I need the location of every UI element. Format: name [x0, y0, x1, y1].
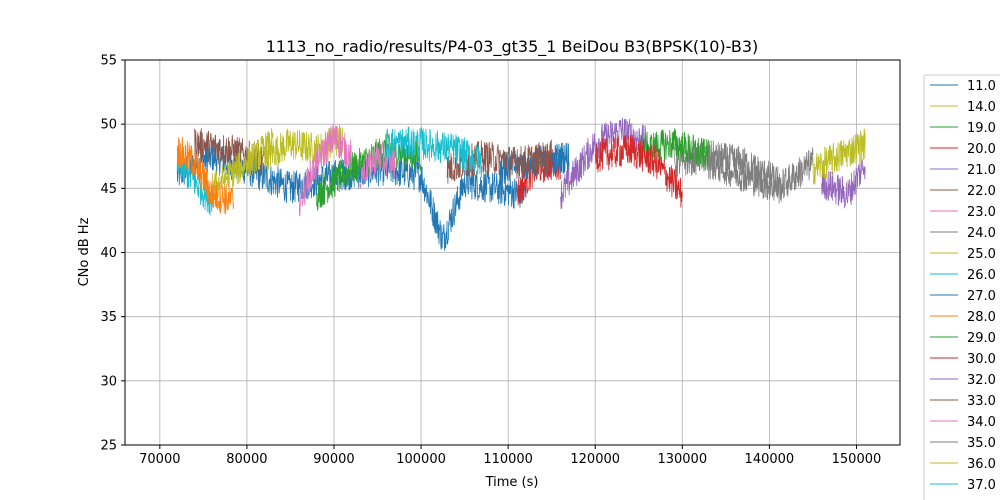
legend-label: 20.0: [967, 142, 996, 157]
legend-label: 23.0: [967, 205, 996, 220]
y-axis: 25 30 35 40 45 50 55: [100, 54, 125, 454]
legend-label: 33.0: [967, 394, 996, 409]
legend-label: 25.0: [967, 247, 996, 262]
chart-title: 1113_no_radio/results/P4-03_gt35_1 BeiDo…: [266, 37, 759, 57]
x-tick-label: 90000: [313, 452, 354, 467]
series-line-36.0: [812, 128, 866, 185]
legend-label: 22.0: [967, 184, 996, 199]
series-line-23.0: [298, 124, 352, 217]
series-line-25.0: [211, 128, 274, 201]
legend-label: 27.0: [967, 289, 996, 304]
plot-area: [176, 117, 866, 251]
legend-label: 37.0: [967, 478, 996, 493]
legend-label: 28.0: [967, 310, 996, 325]
y-tick-label: 35: [100, 310, 117, 325]
series-line-32.0: [821, 158, 866, 209]
x-tick-label: 130000: [657, 452, 707, 467]
y-tick-label: 45: [100, 182, 117, 197]
legend-label: 24.0: [967, 226, 996, 241]
x-tick-label: 140000: [745, 452, 795, 467]
y-tick-label: 25: [100, 439, 117, 454]
legend: 11.0 14.0 19.0 20.0 21.0 22.0 23.0 24.0 25.0 26.0…: [923, 74, 1000, 500]
legend-label: 36.0: [967, 457, 996, 472]
y-tick-label: 55: [100, 54, 117, 69]
x-tick-label: 110000: [483, 452, 533, 467]
legend-label: 32.0: [967, 373, 996, 388]
x-tick-label: 80000: [226, 452, 267, 467]
legend-box: [923, 74, 1000, 500]
legend-label: 19.0: [967, 121, 996, 136]
legend-label: 35.0: [967, 436, 996, 451]
x-tick-label: 120000: [570, 452, 620, 467]
y-axis-label: CNo dB Hz: [77, 217, 92, 286]
y-tick-label: 40: [100, 246, 117, 261]
series-line-34.0: [359, 141, 396, 189]
y-tick-label: 50: [100, 118, 117, 133]
x-tick-label: 100000: [396, 452, 446, 467]
grid-lines: [125, 59, 900, 446]
series-line-35.0: [708, 147, 814, 204]
legend-label: 26.0: [967, 268, 996, 283]
legend-label: 30.0: [967, 352, 996, 367]
legend-label: 21.0: [967, 163, 996, 178]
series-line-28.0: [176, 137, 235, 215]
legend-label: 11.0: [967, 79, 996, 94]
x-axis-label: Time (s): [485, 475, 539, 490]
series-line-30.0: [594, 134, 683, 208]
legend-label: 14.0: [967, 100, 996, 115]
series-line-29.0: [638, 128, 709, 171]
legend-label: 34.0: [967, 415, 996, 430]
y-tick-label: 30: [100, 374, 117, 389]
x-tick-label: 70000: [139, 452, 180, 467]
legend-label: 29.0: [967, 331, 996, 346]
x-axis: 70000 80000 90000 100000 110000 120000 130000 1…: [139, 445, 881, 467]
series-line-37.0: [385, 126, 483, 179]
x-tick-label: 150000: [832, 452, 882, 467]
